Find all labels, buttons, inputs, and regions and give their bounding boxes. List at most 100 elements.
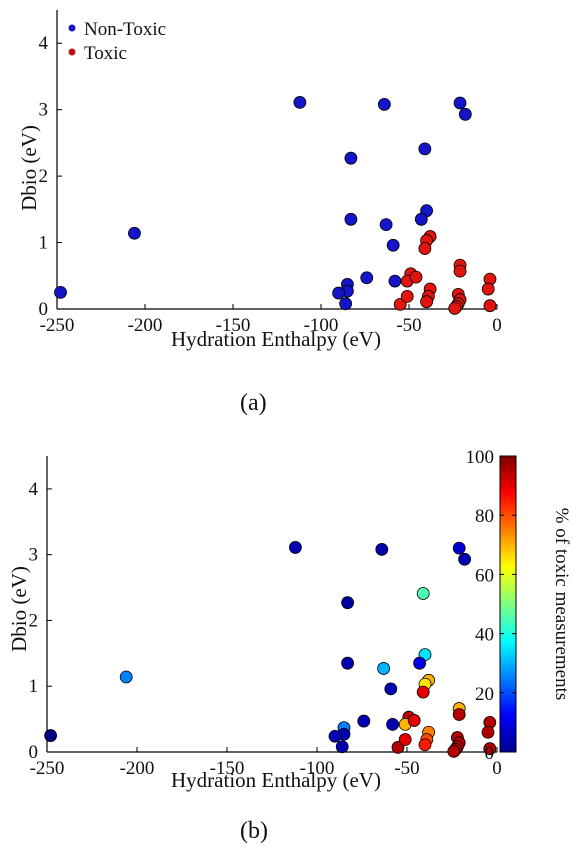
panel-b-x-tick-label: -200 bbox=[120, 758, 155, 779]
point-toxicity bbox=[375, 543, 389, 556]
panel-a-y-tick-label: 2 bbox=[39, 166, 49, 187]
point-toxicity bbox=[341, 656, 355, 670]
panel-b-y-tick-label: 2 bbox=[29, 610, 39, 631]
point-toxicity bbox=[357, 714, 371, 728]
colorbar-label: % of toxic measurements bbox=[551, 508, 572, 701]
point-non-toxic bbox=[344, 151, 358, 165]
point-toxic bbox=[453, 264, 467, 278]
colorbar-ticks: 0 20 40 60 80 100 bbox=[466, 447, 516, 764]
panel-a-x-tick-label: -150 bbox=[216, 315, 251, 336]
point-toxicity bbox=[483, 742, 497, 756]
colorbar-tick-label: 40 bbox=[475, 625, 494, 646]
point-non-toxic bbox=[54, 285, 67, 299]
panel-b-x-axis-label: Hydration Enthalpy (eV) bbox=[171, 768, 381, 792]
panel-a-x-tick-label: -200 bbox=[128, 315, 163, 336]
panel-a-x-tick-label: -100 bbox=[304, 315, 339, 336]
point-non-toxic bbox=[379, 218, 393, 232]
point-toxic bbox=[481, 282, 495, 296]
legend-non-toxic-label: Non-Toxic bbox=[84, 19, 166, 40]
panel-a-x-tick-label: -250 bbox=[40, 315, 75, 336]
point-non-toxic bbox=[332, 286, 346, 300]
point-toxicity bbox=[377, 662, 391, 675]
point-toxicity bbox=[452, 541, 466, 555]
point-toxicity bbox=[413, 656, 427, 670]
point-non-toxic bbox=[418, 142, 432, 156]
point-toxicity bbox=[119, 670, 133, 684]
point-toxic bbox=[448, 301, 462, 315]
panel-b-y-tick-label: 3 bbox=[29, 545, 39, 566]
point-toxicity bbox=[328, 729, 342, 743]
colorbar-gradient bbox=[499, 455, 517, 753]
legend-non-toxic-marker bbox=[68, 24, 76, 32]
panel-b-y-tick-label: 1 bbox=[29, 676, 39, 697]
caption-b: (b) bbox=[240, 818, 268, 844]
colorbar-tick-label: 60 bbox=[475, 565, 494, 586]
point-toxicity bbox=[391, 740, 405, 754]
point-non-toxic bbox=[388, 274, 402, 288]
panel-b-points bbox=[44, 541, 497, 758]
panel-b-x-tick-label: 0 bbox=[492, 758, 502, 779]
point-non-toxic bbox=[386, 238, 400, 252]
colorbar-tick-label: 20 bbox=[475, 684, 494, 705]
panel-a-x-tick-label: -50 bbox=[396, 315, 421, 336]
panel-a-y-tick-label: 3 bbox=[39, 100, 49, 121]
point-toxic bbox=[420, 295, 434, 309]
point-toxicity bbox=[458, 552, 472, 566]
panel-a-y-tick-label: 0 bbox=[39, 299, 49, 320]
panel-a-chart: -250 -200 -150 -100 -50 0 0 1 2 3 4 Non-Toxic Toxi… bbox=[17, 10, 502, 351]
colorbar-tick-label: 0 bbox=[485, 743, 495, 764]
point-toxicity bbox=[44, 729, 57, 742]
panel-b-colorbar: 0 20 40 60 80 100 % of toxic measurements bbox=[466, 447, 573, 764]
panel-b-y-tick-label: 0 bbox=[29, 742, 39, 763]
point-toxicity bbox=[416, 685, 430, 699]
panel-a-axes: -250 -200 -150 -100 -50 0 0 1 2 3 4 bbox=[39, 10, 502, 336]
point-toxicity bbox=[416, 587, 430, 600]
panel-a-y-tick-label: 4 bbox=[39, 33, 49, 54]
point-toxicity bbox=[398, 733, 412, 746]
point-toxic bbox=[483, 299, 497, 313]
point-toxic bbox=[393, 297, 407, 311]
panel-b-x-tick-label: -100 bbox=[300, 758, 335, 779]
point-toxic bbox=[418, 242, 432, 255]
panel-b-x-tick-label: -250 bbox=[30, 758, 65, 779]
point-non-toxic bbox=[458, 107, 472, 121]
panel-a-y-tick-label: 1 bbox=[39, 233, 49, 254]
colorbar-tick-label: 80 bbox=[475, 506, 494, 527]
point-non-toxic bbox=[414, 212, 428, 226]
point-toxic bbox=[400, 289, 414, 303]
colorbar-tick-label: 100 bbox=[466, 447, 495, 468]
point-toxicity bbox=[341, 596, 355, 610]
point-toxicity bbox=[386, 717, 400, 731]
point-non-toxic bbox=[360, 271, 374, 285]
panel-b-x-tick-label: -150 bbox=[210, 758, 245, 779]
legend-toxic-label: Toxic bbox=[84, 43, 127, 64]
point-toxic bbox=[409, 270, 423, 284]
point-toxicity bbox=[288, 541, 302, 554]
panel-a-x-tick-label: 0 bbox=[492, 315, 502, 336]
point-toxicity bbox=[418, 738, 432, 752]
point-non-toxic bbox=[339, 297, 353, 311]
legend-toxic-marker bbox=[68, 48, 76, 56]
panel-b-y-axis-label: Dbio (eV) bbox=[7, 566, 31, 652]
point-toxicity bbox=[447, 744, 461, 758]
point-toxicity bbox=[384, 682, 398, 696]
point-toxicity bbox=[335, 740, 349, 754]
panel-b-x-tick-label: -50 bbox=[394, 758, 419, 779]
panel-a-points bbox=[54, 95, 497, 315]
caption-a: (a) bbox=[240, 390, 267, 416]
panel-a-x-axis-label: Hydration Enthalpy (eV) bbox=[171, 327, 381, 351]
point-toxicity bbox=[452, 708, 466, 721]
point-non-toxic bbox=[344, 212, 358, 226]
panel-a-legend: Non-Toxic Toxic bbox=[68, 19, 166, 64]
panel-a-y-axis-label: Dbio (eV) bbox=[17, 125, 41, 211]
point-non-toxic bbox=[377, 97, 391, 111]
point-non-toxic bbox=[453, 96, 467, 110]
point-non-toxic bbox=[128, 226, 141, 240]
point-non-toxic bbox=[293, 95, 307, 109]
point-toxicity bbox=[481, 725, 495, 739]
panel-b-y-tick-label: 4 bbox=[29, 479, 39, 500]
point-toxicity bbox=[407, 714, 421, 727]
